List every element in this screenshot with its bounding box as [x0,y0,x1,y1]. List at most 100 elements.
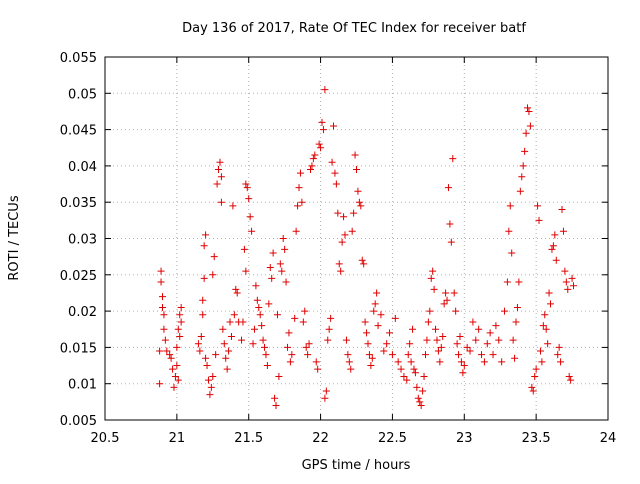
data-point [212,351,220,359]
data-point [217,198,225,206]
data-point [447,238,455,246]
data-point [337,267,345,275]
data-point [161,336,169,344]
data-point [284,343,292,351]
data-point [348,227,356,235]
data-point [215,166,223,174]
data-point [203,362,211,370]
data-point [273,311,281,319]
data-point [409,325,417,333]
data-point [342,336,350,344]
data-point [176,333,184,341]
data-point [503,278,511,286]
data-point [327,314,335,322]
data-point [403,376,411,384]
data-point [324,336,332,344]
data-point [509,336,517,344]
data-point [525,107,533,115]
data-point [460,362,468,370]
data-point [357,202,365,210]
data-point [169,365,177,373]
data-point [400,372,408,380]
data-point [253,296,261,304]
data-point [411,369,419,377]
data-point [202,231,210,239]
data-point [245,195,253,203]
data-point [230,311,238,319]
data-point [351,151,359,159]
x-tick-label: 24 [600,431,617,446]
data-point [416,398,424,406]
data-point [492,322,500,330]
data-point [511,354,519,362]
data-point [197,333,205,341]
data-point [567,376,575,384]
data-point [156,347,164,355]
data-point [432,325,440,333]
data-point [436,358,444,366]
data-point [216,158,224,166]
data-point [250,325,258,333]
data-point [286,358,294,366]
data-point [302,343,310,351]
data-point [355,198,363,206]
data-point [522,129,530,137]
data-point [419,387,427,395]
data-point [394,358,402,366]
data-point [258,322,266,330]
x-tick-label: 21 [169,431,186,446]
data-point [480,358,488,366]
data-point [160,325,168,333]
data-point [256,311,264,319]
data-point [210,253,218,261]
data-point [414,394,422,402]
data-point [204,376,212,384]
data-point [249,340,257,348]
data-point [282,278,290,286]
data-point [232,285,240,293]
data-point [299,318,307,326]
data-point [535,216,543,224]
data-point [171,372,179,380]
data-point [548,245,556,253]
data-point [439,333,447,341]
data-point [307,166,315,174]
y-tick-label: 0.05 [68,87,97,102]
data-point [544,340,552,348]
data-point [176,311,184,319]
data-point [328,158,336,166]
data-point [421,351,429,359]
data-point [312,358,320,366]
data-point [217,173,225,181]
data-point [545,289,553,297]
data-point [242,267,250,275]
data-point [413,383,421,391]
data-point [377,311,385,319]
data-point [295,184,303,192]
data-point [246,213,254,221]
data-point [360,260,368,268]
data-point [407,358,415,366]
data-point [160,311,168,319]
data-point [199,311,207,319]
data-point [364,340,372,348]
data-point [202,354,210,362]
data-point [489,351,497,359]
data-point [558,205,566,213]
data-point [272,401,280,409]
y-tick-label: 0.04 [68,160,97,175]
data-point [265,300,273,308]
data-point [430,285,438,293]
data-point [163,347,171,355]
data-point [266,264,274,272]
data-point [276,260,284,268]
y-tick-label: 0.02 [68,305,97,320]
data-point [417,401,425,409]
data-point [225,347,233,355]
data-point [551,231,559,239]
data-point [331,169,339,177]
data-point [344,351,352,359]
data-point [239,318,247,326]
data-point [541,311,549,319]
data-point [424,318,432,326]
